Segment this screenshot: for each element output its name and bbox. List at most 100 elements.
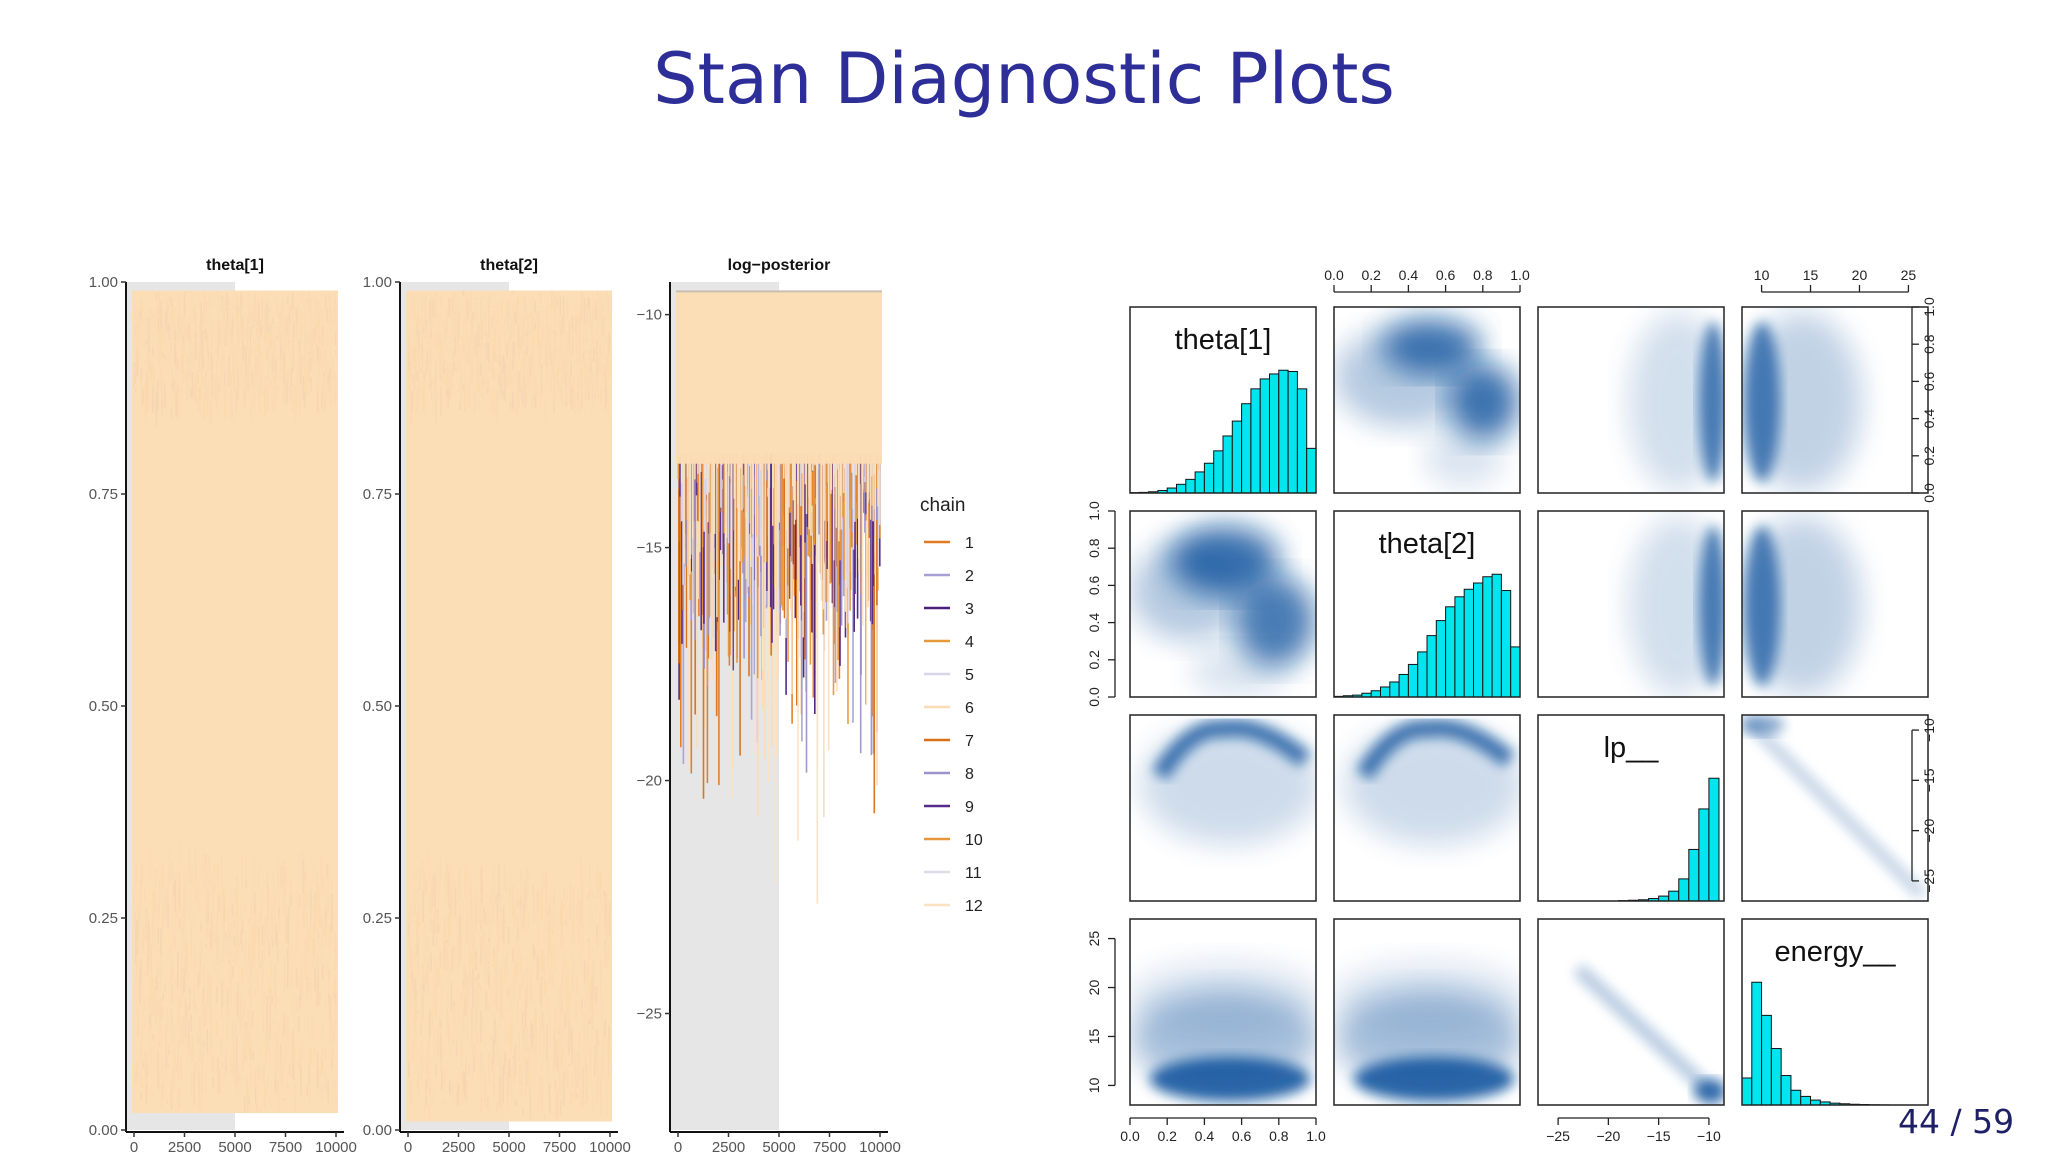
- tick-label: 0.6: [1921, 371, 1937, 391]
- pairs-cell-border: [1537, 306, 1725, 494]
- density-blob: [1235, 576, 1315, 666]
- histogram-bar: [1194, 471, 1205, 493]
- histogram-bar: [1790, 1089, 1802, 1105]
- tick-label: 0.0: [1324, 267, 1344, 283]
- density-blob: [1424, 427, 1504, 487]
- pairs-cell-border: [1741, 306, 1929, 494]
- y-tick-label: 0.75: [363, 486, 392, 503]
- pairs-y-axis-2: −25 −20 −15 −10: [1911, 718, 1937, 893]
- y-tick-label: 0.00: [89, 1122, 118, 1139]
- x-tick-label: 0: [404, 1139, 412, 1152]
- y-tick-label: 1.00: [363, 274, 392, 291]
- pairs-cell-border: [1741, 510, 1929, 698]
- histogram-bar: [1761, 1014, 1772, 1105]
- tick-label: 25: [1901, 267, 1917, 283]
- tick-label: 20: [1852, 267, 1868, 283]
- pairs-cell-1-0: [1130, 526, 1315, 696]
- tick-label: −20: [1597, 1128, 1621, 1144]
- tick-label: 0.6: [1086, 575, 1102, 595]
- slide-title: Stan Diagnostic Plots: [653, 38, 1395, 120]
- legend-label-7: 7: [965, 733, 974, 750]
- histogram-bar: [1742, 1077, 1753, 1105]
- tick-label: 1.0: [1306, 1128, 1326, 1144]
- tick-label: 0.4: [1086, 613, 1102, 633]
- density-blob: [1628, 516, 1724, 696]
- histogram-bar: [1698, 808, 1710, 901]
- y-tick-label: −10: [637, 307, 662, 324]
- y-tick-label: −25: [637, 1006, 662, 1023]
- tick-label: 20: [1086, 980, 1102, 996]
- y-tick-label: 0.00: [363, 1122, 392, 1139]
- x-tick-label: 2500: [712, 1139, 745, 1152]
- tick-label: −25: [1546, 1128, 1570, 1144]
- tick-label: 0.0: [1921, 483, 1937, 503]
- y-tick-label: 0.50: [363, 698, 392, 715]
- x-tick-label: 5000: [218, 1139, 251, 1152]
- x-tick-label: 5000: [762, 1139, 795, 1152]
- pairs-cell-border: [1537, 510, 1725, 698]
- histogram-bar: [1306, 447, 1316, 493]
- pairs-cell-border: [1333, 510, 1521, 698]
- histogram-bar: [1176, 483, 1187, 493]
- legend-label-3: 3: [965, 601, 974, 618]
- pairs-y-axis-3: 10 15 20 25: [1086, 931, 1116, 1093]
- pairs-cell-1-2: [1628, 516, 1724, 696]
- pairs-cell-3-1: [1334, 959, 1520, 1101]
- histogram-bar: [1398, 673, 1409, 697]
- legend-label-1: 1: [965, 535, 974, 552]
- pairs-cell-border: [1129, 918, 1317, 1106]
- x-tick-label: 10000: [589, 1139, 631, 1152]
- histogram-bar: [1389, 681, 1400, 697]
- trace-panel-1: theta[1] 0.00 0.25 0.50 0.75 1.00 0 2500 5000 750…: [89, 257, 357, 1152]
- pairs-cell-2-2: [1617, 777, 1720, 901]
- histogram-bar: [1491, 573, 1502, 697]
- pairs-cell-border: [1333, 714, 1521, 902]
- density-blob: [1190, 646, 1290, 696]
- legend-label-5: 5: [965, 667, 974, 684]
- histogram-bar: [1435, 620, 1447, 697]
- x-tick-label: 10000: [315, 1139, 357, 1152]
- tick-label: 0.2: [1157, 1128, 1177, 1144]
- tick-label: 0.8: [1921, 334, 1937, 354]
- tick-label: 0.4: [1195, 1128, 1215, 1144]
- histogram-bar: [1770, 1048, 1782, 1105]
- pairs-y-axis-0: 0.0 0.2 0.4 0.6 0.8 1.0: [1911, 297, 1937, 503]
- tick-label: −25: [1921, 869, 1937, 893]
- pairs-variable-label-1: theta[2]: [1379, 528, 1476, 560]
- pairs-variable-label-3: energy__: [1775, 936, 1897, 968]
- density-blob: [1344, 725, 1520, 845]
- histogram-bar: [1426, 635, 1437, 697]
- trace-plots: theta[1]0.000.250.500.751.000 2500 5000 750…: [89, 257, 983, 1152]
- histogram-bar: [1519, 688, 1520, 697]
- histogram-bar: [1668, 890, 1680, 901]
- density-blob: [1742, 516, 1862, 696]
- legend-label-8: 8: [965, 766, 974, 783]
- histogram-bar: [1417, 651, 1428, 697]
- legend-label-2: 2: [965, 568, 974, 585]
- pairs-cell-border: [1129, 510, 1317, 698]
- tick-label: −10: [1921, 718, 1937, 742]
- histogram-bar: [1482, 576, 1493, 697]
- histogram-bar: [1751, 981, 1763, 1105]
- legend-title: chain: [920, 495, 965, 516]
- pairs-cell-3-0: [1130, 959, 1316, 1101]
- density-blob: [1694, 1079, 1724, 1103]
- pairs-cell-3-2: [1573, 963, 1724, 1105]
- tick-label: 0.8: [1269, 1128, 1289, 1144]
- pairs-cell-1-3: [1742, 516, 1862, 696]
- histogram-bar: [1407, 663, 1419, 697]
- tick-label: −15: [1647, 1128, 1671, 1144]
- tick-label: 0.0: [1086, 687, 1102, 707]
- trace-band: [132, 290, 338, 1114]
- pairs-cell-border: [1537, 714, 1725, 902]
- tick-label: 0.4: [1921, 409, 1937, 429]
- pairs-cell-0-1: [1334, 319, 1519, 487]
- x-tick-label: 7500: [543, 1139, 576, 1152]
- pairs-cell-border: [1129, 306, 1317, 494]
- y-tick-label: −20: [637, 773, 662, 790]
- tick-label: 15: [1086, 1028, 1102, 1044]
- tick-label: −15: [1921, 768, 1937, 792]
- legend-label-9: 9: [965, 799, 974, 816]
- panel-title: log−posterior: [728, 257, 831, 274]
- pairs-cell-3-3: [1742, 981, 1890, 1105]
